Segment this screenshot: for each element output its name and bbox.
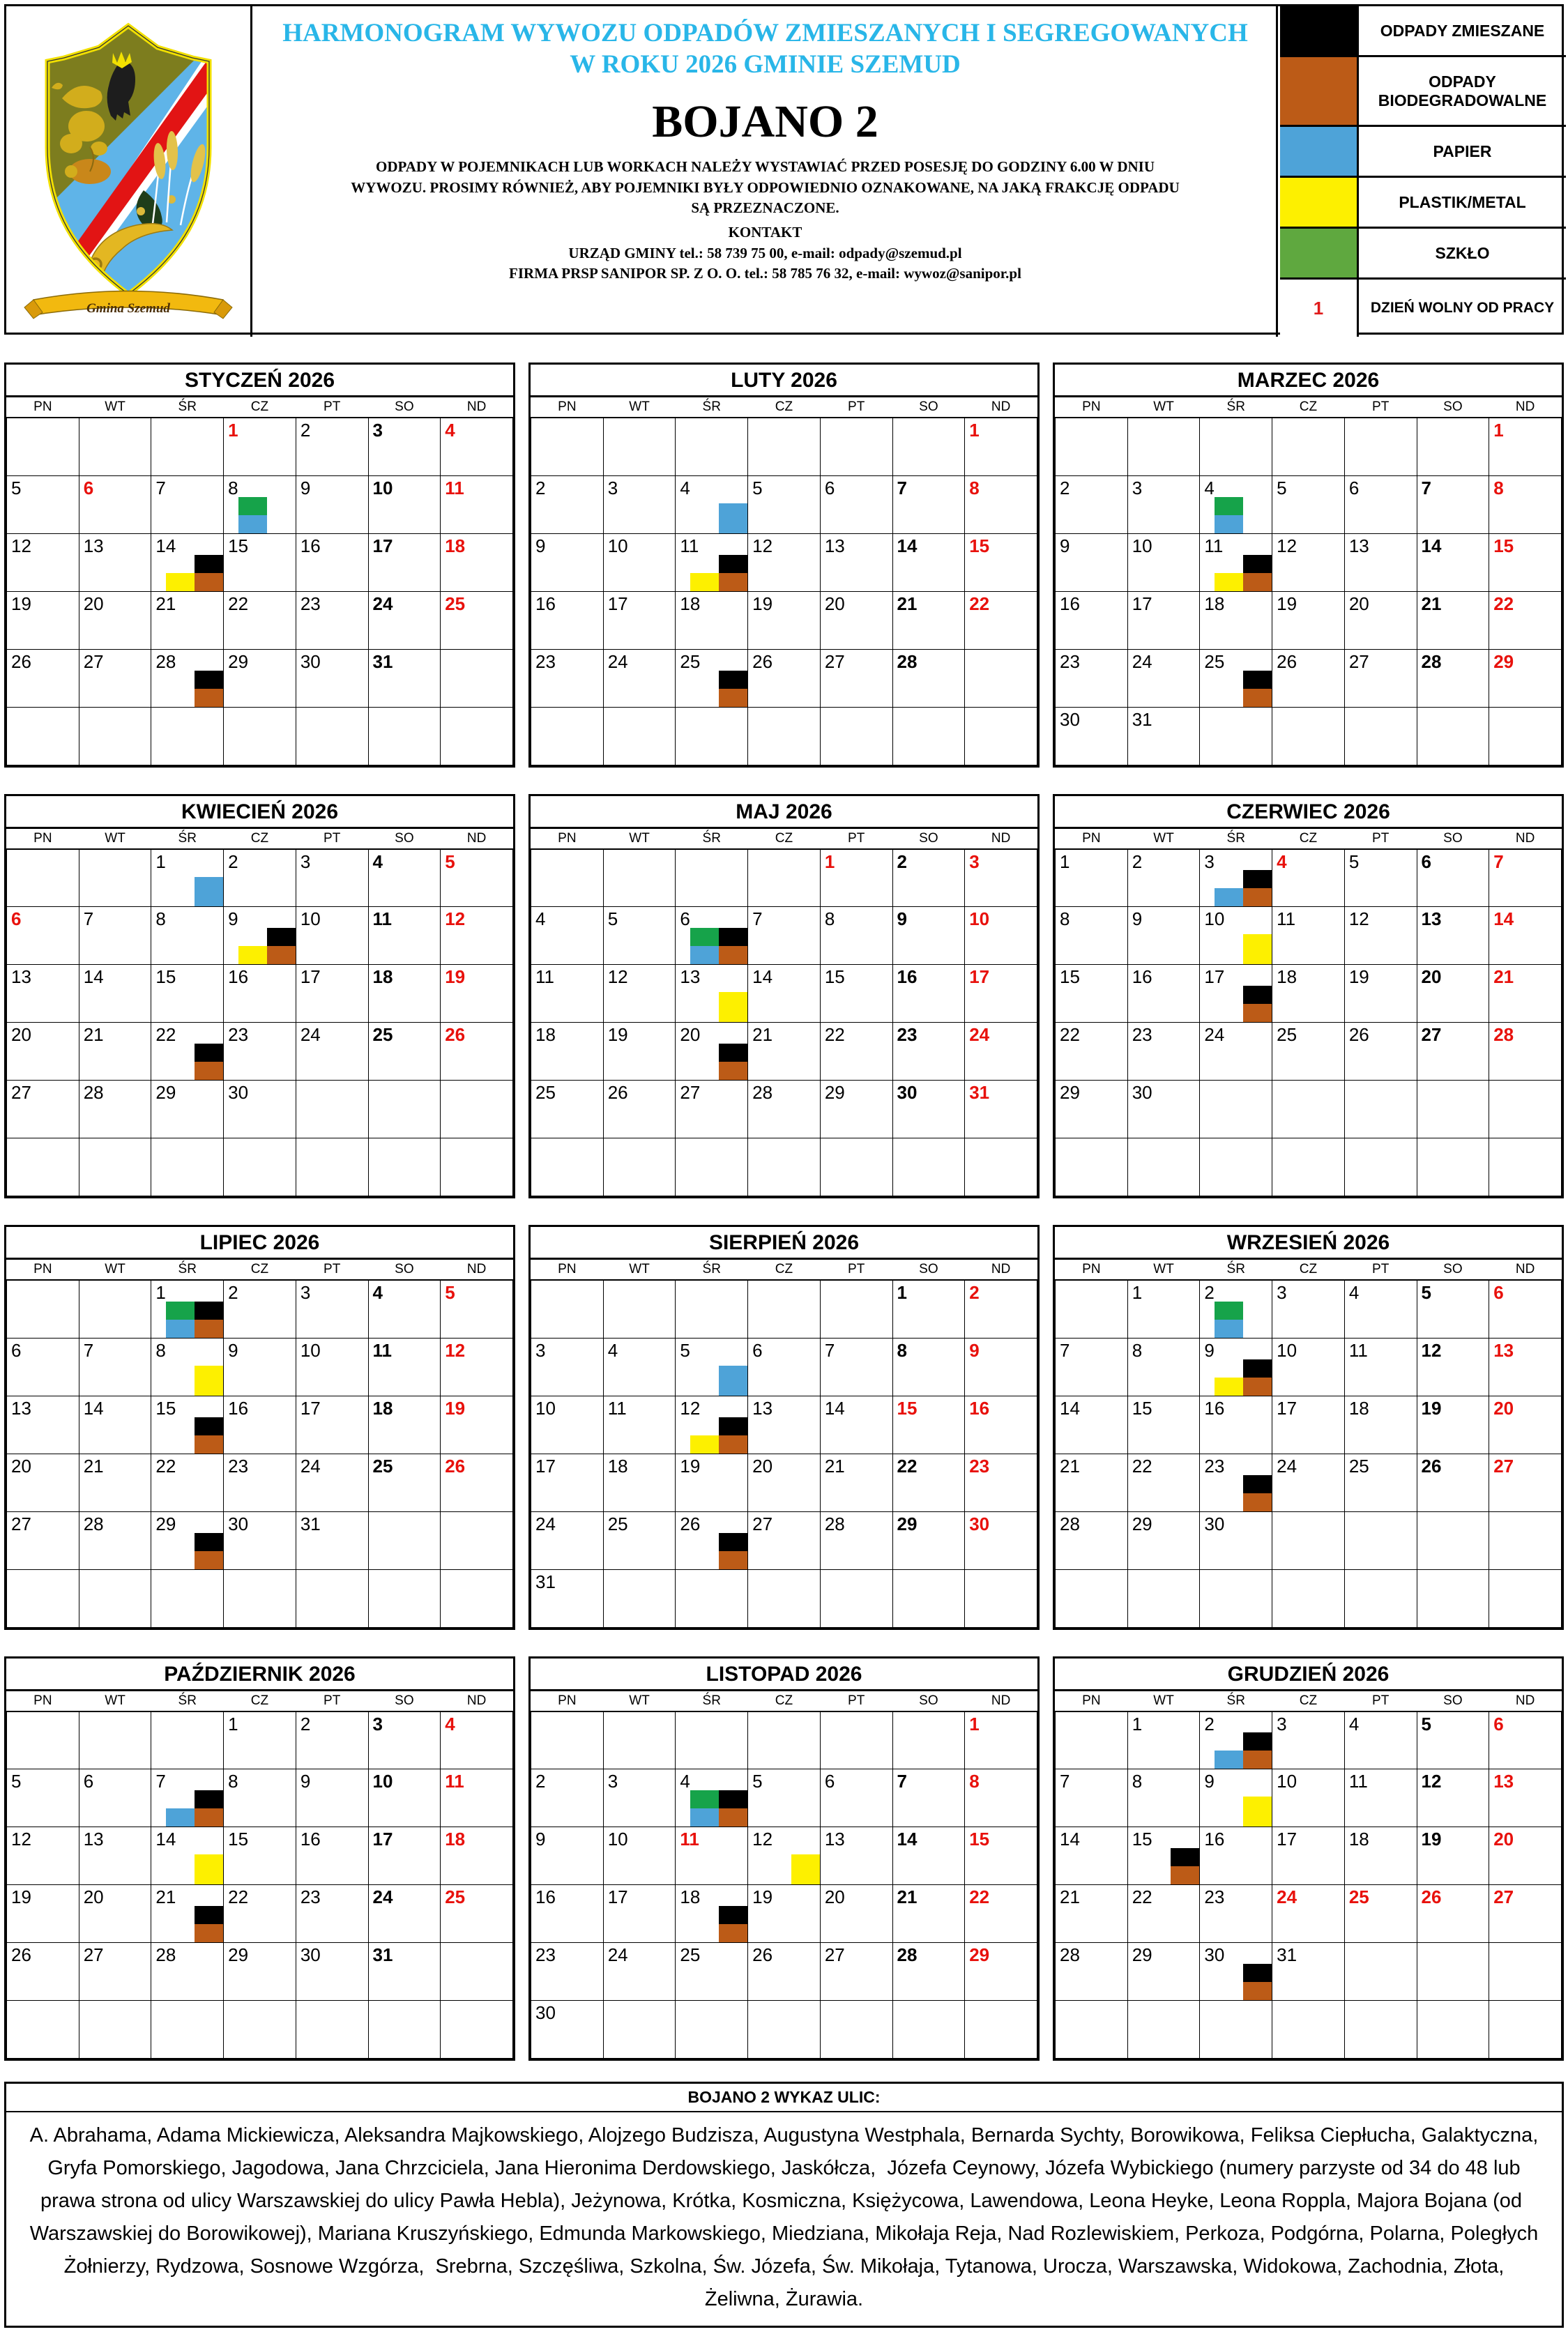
svg-text:Gmina Szemud: Gmina Szemud: [86, 301, 170, 316]
